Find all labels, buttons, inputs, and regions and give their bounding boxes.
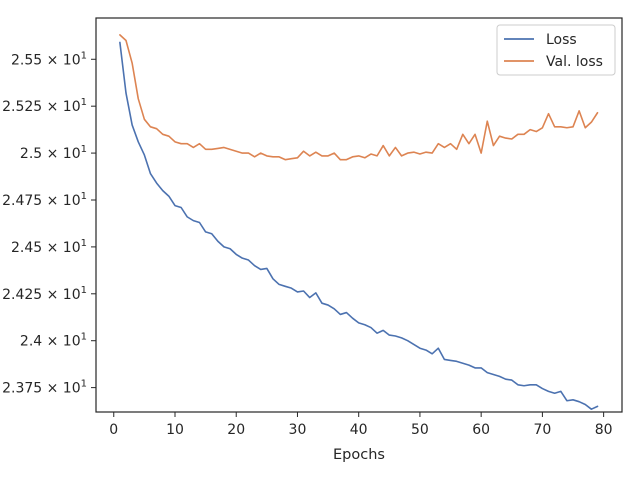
y-tick-label: 2.55 × 101 — [11, 50, 87, 68]
x-tick-label: 0 — [109, 422, 118, 438]
x-tick-label: 80 — [595, 422, 613, 438]
y-tick-label: 2.525 × 101 — [2, 97, 87, 115]
x-tick-label: 60 — [472, 422, 490, 438]
x-tick-label: 20 — [227, 422, 245, 438]
x-tick-label: 10 — [166, 422, 184, 438]
y-tick-label: 2.5 × 101 — [20, 144, 87, 162]
series-line-val-loss — [119, 34, 599, 161]
x-tick-label: 70 — [533, 422, 551, 438]
y-tick-label: 2.475 × 101 — [2, 191, 87, 209]
x-tick-label: 30 — [289, 422, 307, 438]
series-line-loss — [119, 41, 599, 410]
x-tick-label: 50 — [411, 422, 429, 438]
legend-label-loss: Loss — [546, 32, 577, 48]
y-tick-label: 2.375 × 101 — [2, 379, 87, 397]
plot-lines — [119, 34, 599, 410]
y-axis: 2.375 × 101 2.4 × 101 2.425 × 101 2.45 × 10… — [2, 50, 96, 397]
legend-label-val-loss: Val. loss — [546, 54, 603, 70]
x-axis: 0 10 20 30 40 50 60 70 80 — [109, 412, 613, 438]
y-tick-label: 2.45 × 101 — [11, 238, 87, 256]
x-tick-label: 40 — [350, 422, 368, 438]
x-axis-title: Epochs — [333, 447, 385, 463]
y-tick-label: 2.425 × 101 — [2, 285, 87, 303]
y-tick-label: 2.4 × 101 — [20, 332, 87, 350]
legend: Loss Val. loss — [496, 24, 616, 76]
legend-box — [496, 24, 616, 76]
